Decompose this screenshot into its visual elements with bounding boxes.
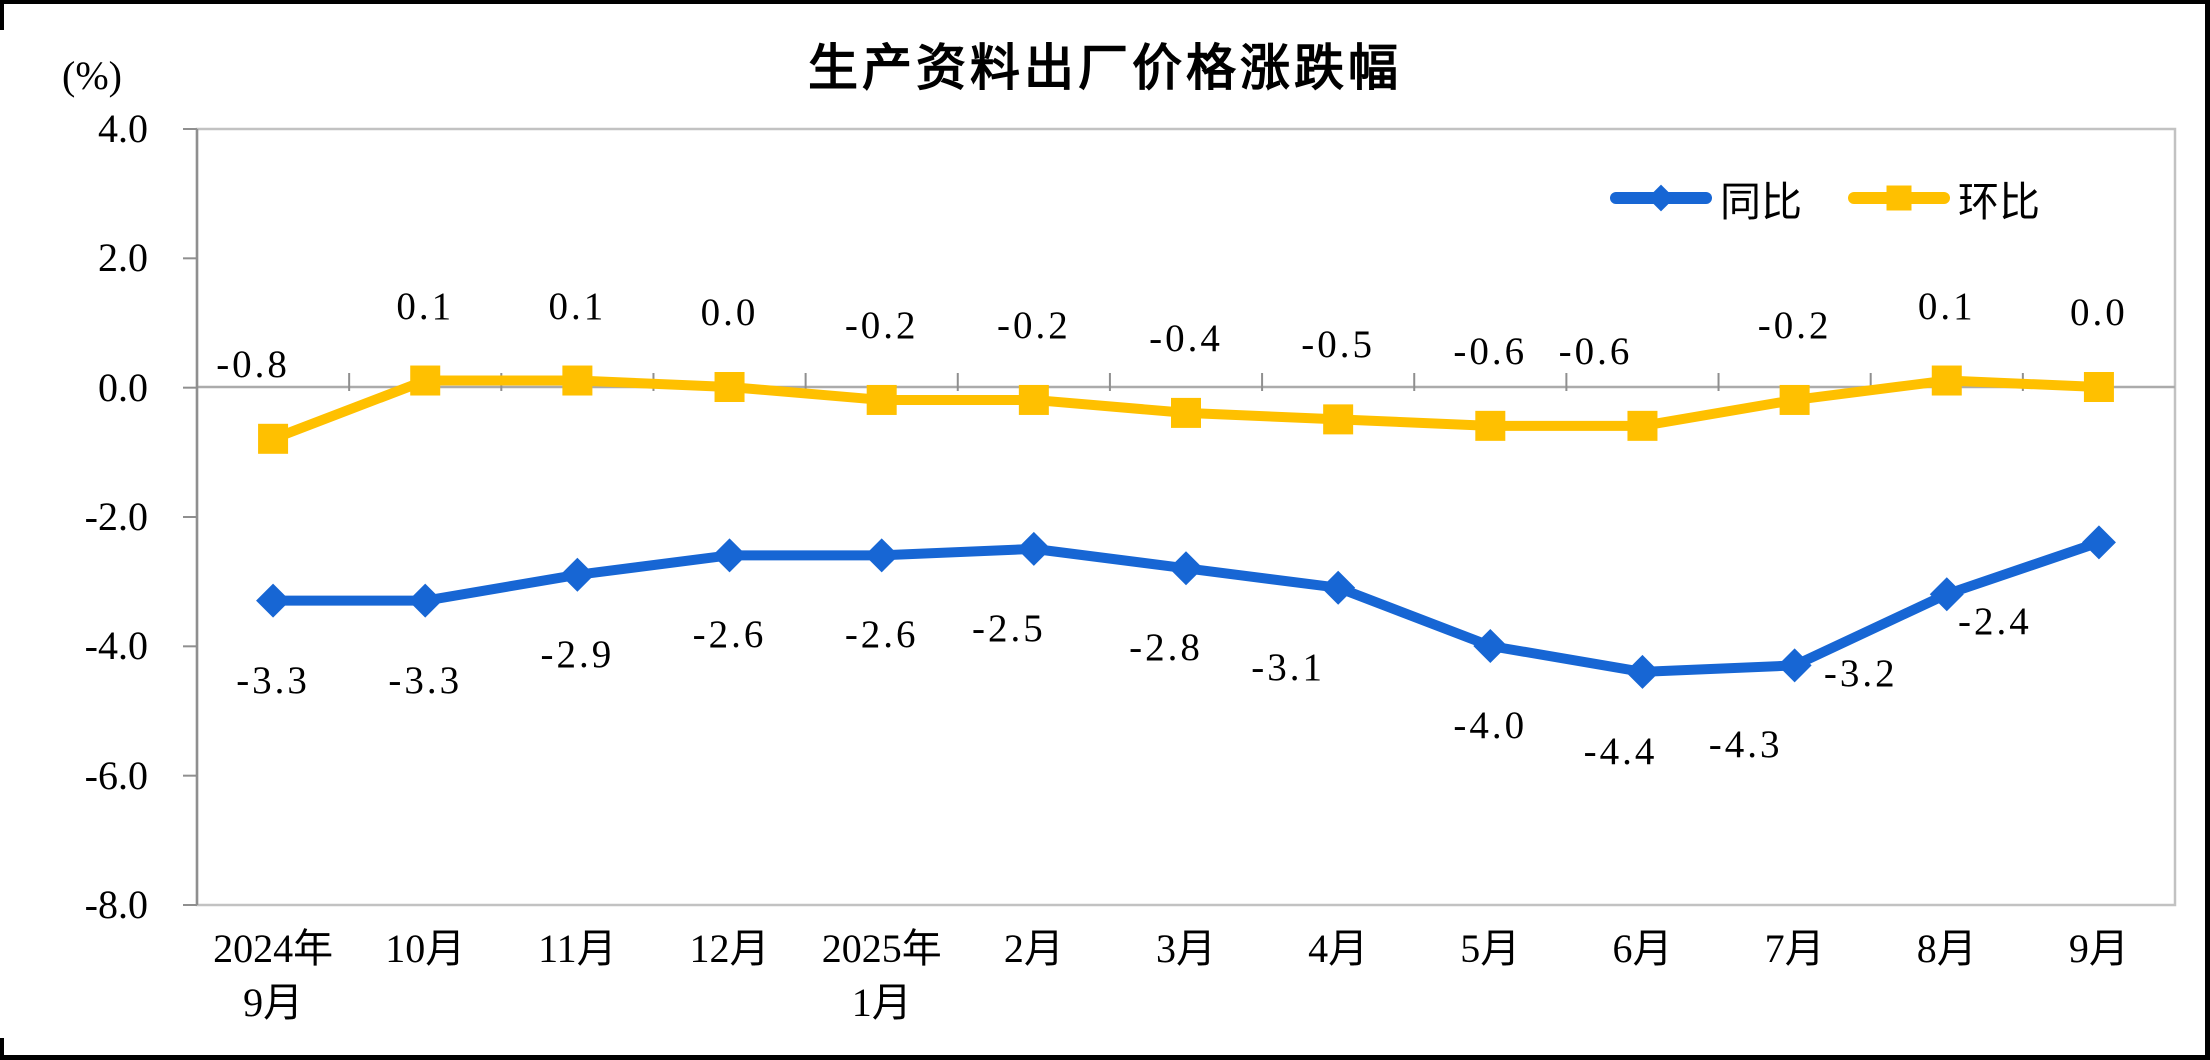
data-point-label: -2.5 <box>971 606 1046 650</box>
data-point-label: -2.9 <box>540 632 615 676</box>
mom-line-swatch <box>1848 185 1950 211</box>
data-point-marker <box>1627 410 1658 441</box>
data-point-marker <box>1016 531 1051 566</box>
data-point-label: -3.2 <box>1823 652 1898 696</box>
data-point-label: -2.8 <box>1129 626 1203 670</box>
data-point-label: -0.6 <box>1453 329 1528 373</box>
data-point-label: 0.1 <box>548 284 607 328</box>
border-left-top-stub <box>0 0 4 30</box>
data-point-marker <box>256 583 291 618</box>
data-point-label: -2.4 <box>1958 600 2032 644</box>
data-point-marker <box>408 583 443 618</box>
data-point-label: -3.3 <box>236 658 310 702</box>
data-point-label: 0.0 <box>2070 291 2128 334</box>
data-point-marker <box>864 538 899 573</box>
data-point-marker <box>1779 384 1810 415</box>
data-point-label: -3.3 <box>388 658 463 702</box>
data-point-label: -4.4 <box>1583 729 1658 773</box>
y-axis-tick-label: -4.0 <box>84 623 148 669</box>
border-right <box>2205 0 2210 1060</box>
data-point-marker <box>2081 525 2116 560</box>
data-point-marker <box>1625 654 1660 689</box>
x-axis-tick-label: 7月 <box>1764 926 1825 971</box>
x-axis-tick-label: 2月 <box>1003 926 1064 971</box>
data-point-marker <box>1931 365 1962 396</box>
data-point-label: -0.5 <box>1301 323 1376 367</box>
data-point-marker <box>1777 648 1812 683</box>
data-point-marker <box>712 538 747 573</box>
data-point-marker <box>1171 397 1201 428</box>
plot-frame <box>195 127 2177 907</box>
x-axis-tick-label: 11月 <box>538 926 617 971</box>
data-point-marker <box>2083 372 2114 402</box>
data-point-label: 0.1 <box>396 284 455 328</box>
legend-label-yoy: 同比 <box>1720 179 1802 225</box>
data-point-marker <box>258 423 289 454</box>
data-point-marker <box>1018 384 1049 415</box>
data-point-label: -0.4 <box>1149 316 1223 360</box>
data-point-marker <box>1473 629 1508 663</box>
square-marker-icon <box>1886 185 1912 211</box>
data-point-marker <box>714 372 745 402</box>
data-point-label: -4.3 <box>1708 723 1783 767</box>
x-axis-tick-label: 8月 <box>1916 926 1977 971</box>
data-point-label: -0.6 <box>1558 329 1633 373</box>
y-axis-tick-label: 4.0 <box>98 106 148 151</box>
data-point-marker <box>866 384 897 415</box>
data-point-label: -3.1 <box>1251 645 1326 689</box>
data-point-marker <box>560 557 595 592</box>
yoy-line-swatch <box>1610 184 1712 212</box>
x-axis-tick-label: 9月 <box>2068 926 2129 971</box>
legend: 同比 环比 <box>1610 168 2040 228</box>
x-axis-tick-label: 12月 <box>689 926 770 971</box>
data-point-marker <box>562 365 593 396</box>
legend-label-mom: 环比 <box>1958 179 2040 225</box>
data-point-label: -2.6 <box>692 613 767 657</box>
border-top <box>0 0 2210 4</box>
legend-item-mom: 环比 <box>1848 168 2040 228</box>
data-point-label: -4.0 <box>1453 704 1528 747</box>
data-point-label: -2.6 <box>844 613 919 657</box>
data-point-marker <box>1321 570 1356 605</box>
data-point-label: -0.8 <box>216 342 290 386</box>
y-axis-tick-label: -6.0 <box>84 752 148 798</box>
data-point-label: -0.2 <box>844 303 919 347</box>
y-axis-tick-label: -2.0 <box>84 494 148 539</box>
data-point-label: 0.1 <box>1917 284 1976 328</box>
data-point-label: 0.0 <box>700 291 759 334</box>
data-point-marker <box>1323 404 1354 435</box>
chart-title: 生产资料出厂价格涨跌幅 <box>808 40 1402 96</box>
data-point-marker <box>1475 410 1506 441</box>
x-axis-tick-label: 6月 <box>1612 926 1673 971</box>
border-left-bottom-stub <box>0 1038 4 1060</box>
data-point-label: -0.2 <box>996 303 1071 347</box>
x-axis-tick-label: 10月 <box>385 926 466 971</box>
legend-item-yoy: 同比 <box>1610 168 1802 228</box>
x-axis-tick-label: 2025年 1月 <box>821 926 942 1025</box>
x-axis-tick-label: 4月 <box>1308 926 1369 971</box>
data-point-label: -0.2 <box>1757 303 1832 347</box>
data-point-marker <box>1169 551 1203 586</box>
y-axis-unit-label: (%) <box>62 53 122 98</box>
y-axis-tick-label: 0.0 <box>98 364 148 410</box>
data-point-marker <box>410 365 441 396</box>
x-axis-tick-label: 3月 <box>1156 926 1216 971</box>
border-bottom <box>0 1055 2210 1060</box>
data-point-marker <box>1929 577 1964 612</box>
x-axis-tick-label: 2024年 9月 <box>213 926 334 1025</box>
y-axis-tick-label: -8.0 <box>84 882 148 927</box>
x-axis-tick-label: 5月 <box>1460 926 1521 971</box>
y-axis-tick-label: 2.0 <box>98 235 148 281</box>
